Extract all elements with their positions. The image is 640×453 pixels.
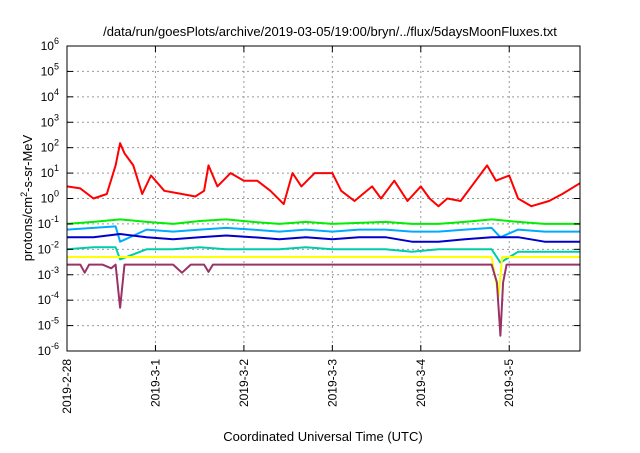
grid-layer bbox=[67, 46, 580, 351]
y-axis-label: protons/cm2-s-sr-MeV bbox=[19, 134, 35, 261]
y-axis-label-sup: 2 bbox=[19, 192, 29, 197]
x-tick-label: 2019-3-3 bbox=[325, 359, 339, 407]
series-line-5 bbox=[66, 246, 580, 264]
y-tick-base: 10 bbox=[38, 344, 52, 358]
y-tick-exponent: 6 bbox=[54, 36, 59, 46]
y-tick-exponent: -2 bbox=[51, 239, 59, 249]
y-tick-base: 10 bbox=[41, 141, 55, 155]
y-axis-label-tail: -s-sr-MeV bbox=[20, 134, 35, 191]
y-tick-base: 10 bbox=[38, 242, 52, 256]
y-tick-label: 10-4 bbox=[38, 290, 59, 307]
y-tick-label: 101 bbox=[41, 163, 59, 180]
y-tick-exponent: 5 bbox=[54, 61, 59, 71]
x-tick-label: 2019-2-28 bbox=[60, 359, 74, 414]
y-tick-base: 10 bbox=[41, 192, 55, 206]
y-tick-label: 104 bbox=[41, 87, 59, 104]
y-tick-exponent: -1 bbox=[51, 214, 59, 224]
y-tick-exponent: 4 bbox=[54, 87, 59, 97]
y-tick-base: 10 bbox=[38, 293, 52, 307]
x-tick-label: 2019-3-1 bbox=[148, 359, 162, 407]
y-tick-base: 10 bbox=[41, 90, 55, 104]
y-tick-label: 10-2 bbox=[38, 239, 59, 256]
y-tick-label: 105 bbox=[41, 61, 59, 78]
y-tick-exponent: -6 bbox=[51, 341, 59, 351]
y-tick-label: 10-1 bbox=[38, 214, 59, 231]
x-tick-label: 2019-3-2 bbox=[237, 359, 251, 407]
y-tick-label: 10-6 bbox=[38, 341, 59, 358]
series-line-4 bbox=[67, 233, 580, 243]
y-tick-exponent: -3 bbox=[51, 265, 59, 275]
y-tick-exponent: 1 bbox=[54, 163, 59, 173]
y-tick-base: 10 bbox=[38, 217, 52, 231]
y-axis-label-main: protons/cm bbox=[20, 197, 35, 261]
y-tick-exponent: -5 bbox=[51, 316, 59, 326]
y-tick-label: 10-3 bbox=[38, 265, 59, 282]
series-line-6 bbox=[67, 256, 580, 297]
y-tick-label: 102 bbox=[41, 138, 59, 155]
y-tick-label: 103 bbox=[41, 112, 59, 129]
series-line-7 bbox=[67, 263, 580, 337]
y-tick-exponent: 0 bbox=[54, 189, 59, 199]
tick-layer: 2019-2-28 2019-3-1 2019-3-2 2019-3-3 2019-3-… bbox=[38, 36, 580, 414]
y-tick-base: 10 bbox=[41, 166, 55, 180]
x-axis-label: Coordinated Universal Time (UTC) bbox=[223, 429, 422, 444]
series-layer bbox=[66, 142, 581, 337]
y-tick-base: 10 bbox=[41, 115, 55, 129]
y-tick-label: 106 bbox=[41, 36, 59, 53]
y-tick-base: 10 bbox=[38, 268, 52, 282]
y-tick-exponent: 2 bbox=[54, 138, 59, 148]
y-tick-exponent: -4 bbox=[51, 290, 59, 300]
y-tick-base: 10 bbox=[41, 64, 55, 78]
y-tick-exponent: 3 bbox=[54, 112, 59, 122]
x-tick-label: 2019-3-4 bbox=[414, 359, 428, 407]
y-tick-label: 100 bbox=[41, 189, 59, 206]
y-tick-base: 10 bbox=[41, 39, 55, 53]
x-tick-label: 2019-3-5 bbox=[502, 359, 516, 407]
series-line-2 bbox=[66, 218, 580, 225]
y-tick-label: 10-5 bbox=[38, 316, 59, 333]
y-tick-base: 10 bbox=[38, 319, 52, 333]
series-line-1 bbox=[66, 142, 581, 208]
chart-title: /data/run/goesPlots/archive/2019-03-05/1… bbox=[103, 24, 557, 39]
